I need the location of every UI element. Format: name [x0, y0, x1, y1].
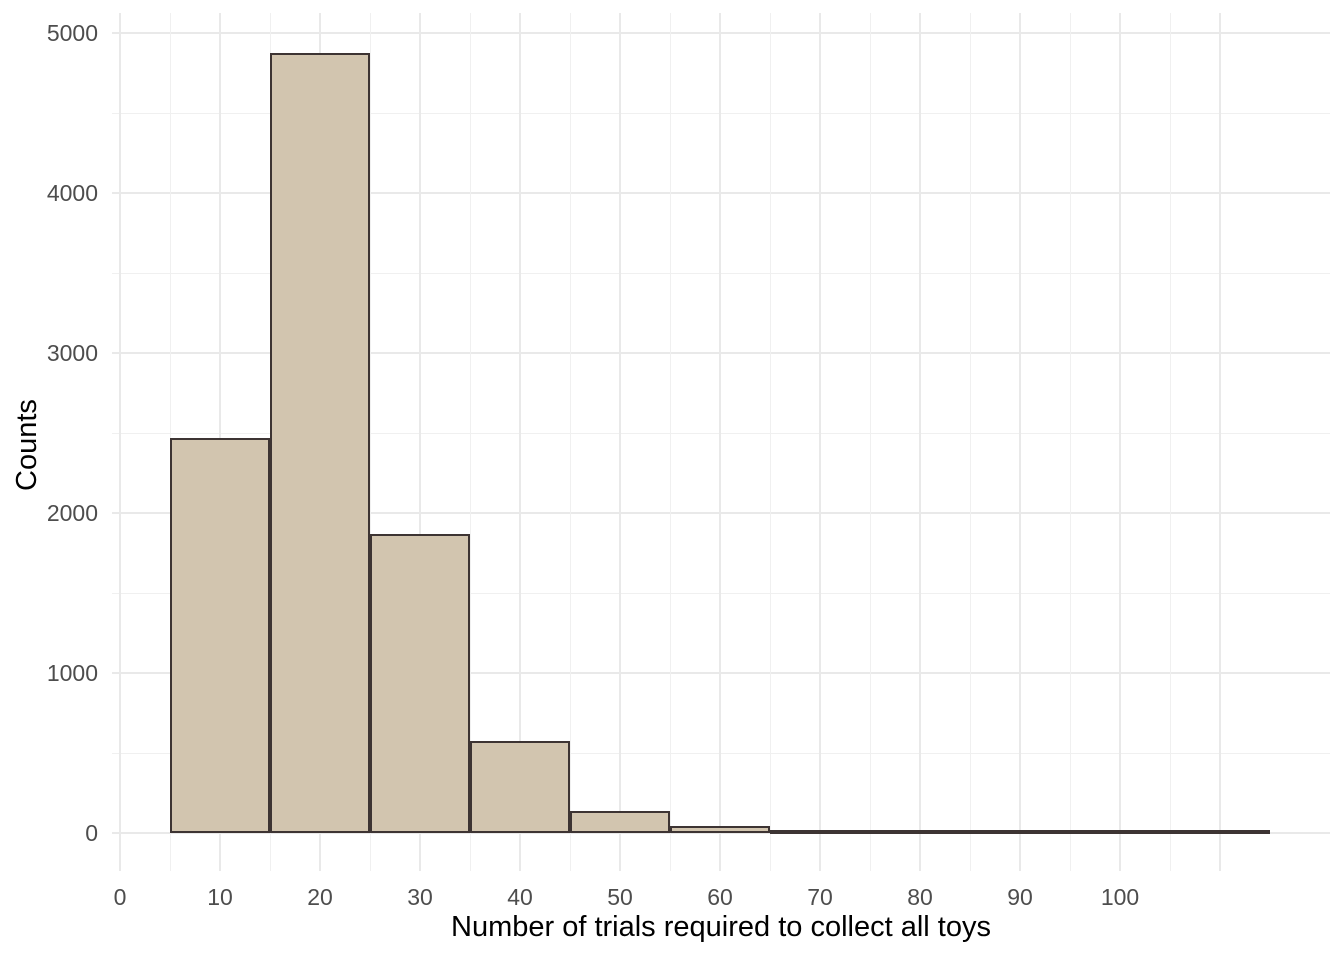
gridline-y-major — [112, 352, 1330, 354]
histogram-bar — [170, 437, 270, 833]
gridline-x-major — [1219, 13, 1221, 871]
gridline-x-minor — [569, 13, 571, 871]
gridline-y-major — [112, 192, 1330, 194]
gridline-y-major — [112, 32, 1330, 34]
gridline-x-minor — [1169, 13, 1171, 871]
gridline-x-major — [519, 13, 521, 871]
histogram-bar — [770, 830, 870, 834]
gridline-x-minor — [369, 13, 371, 871]
histogram-bar — [470, 741, 570, 833]
histogram-bar — [1070, 830, 1170, 834]
histogram-bar — [370, 533, 470, 833]
x-tick-label: 80 — [907, 884, 933, 910]
x-tick-label: 0 — [113, 884, 127, 910]
gridline-x-minor — [969, 13, 971, 871]
gridline-x-major — [919, 13, 921, 871]
gridline-x-minor — [669, 13, 671, 871]
gridline-x-major — [719, 13, 721, 871]
gridline-y-minor — [112, 752, 1330, 754]
x-tick-label: 100 — [1100, 884, 1140, 910]
gridline-x-major — [419, 13, 421, 871]
gridline-x-minor — [1069, 13, 1071, 871]
histogram-bar — [270, 53, 370, 833]
gridline-x-major — [819, 13, 821, 871]
x-tick-label: 10 — [207, 884, 233, 910]
y-tick-label: 5000 — [46, 20, 98, 46]
gridline-y-major — [112, 672, 1330, 674]
gridline-y-major — [112, 512, 1330, 514]
plot-panel — [112, 13, 1330, 871]
histogram-bar — [870, 830, 970, 834]
x-tick-label: 70 — [807, 884, 833, 910]
y-tick-label: 1000 — [46, 660, 98, 686]
gridline-x-minor — [769, 13, 771, 871]
histogram-bar — [670, 825, 770, 833]
histogram-bar — [570, 810, 670, 833]
x-tick-label: 90 — [1007, 884, 1033, 910]
y-tick-label: 2000 — [46, 500, 98, 526]
x-tick-label: 40 — [507, 884, 533, 910]
histogram-bar — [970, 830, 1070, 834]
x-tick-label: 20 — [307, 884, 333, 910]
gridline-x-major — [619, 13, 621, 871]
gridline-y-minor — [112, 432, 1330, 434]
y-tick-label: 3000 — [46, 340, 98, 366]
gridline-x-minor — [869, 13, 871, 871]
histogram-bar — [1170, 830, 1270, 834]
x-tick-label: 30 — [407, 884, 433, 910]
gridline-y-minor — [112, 272, 1330, 274]
gridline-x-major — [1119, 13, 1121, 871]
x-axis-title: Number of trials required to collect all… — [451, 911, 991, 943]
y-tick-label: 0 — [85, 820, 98, 846]
gridline-x-major — [1019, 13, 1021, 871]
gridline-x-minor — [469, 13, 471, 871]
y-tick-label: 4000 — [46, 180, 98, 206]
x-tick-label: 60 — [707, 884, 733, 910]
gridline-y-major — [112, 832, 1330, 834]
y-axis-title: Counts — [11, 399, 43, 491]
gridline-y-minor — [112, 592, 1330, 594]
gridline-x-major — [119, 13, 121, 871]
gridline-y-minor — [112, 112, 1330, 114]
x-tick-label: 50 — [607, 884, 633, 910]
